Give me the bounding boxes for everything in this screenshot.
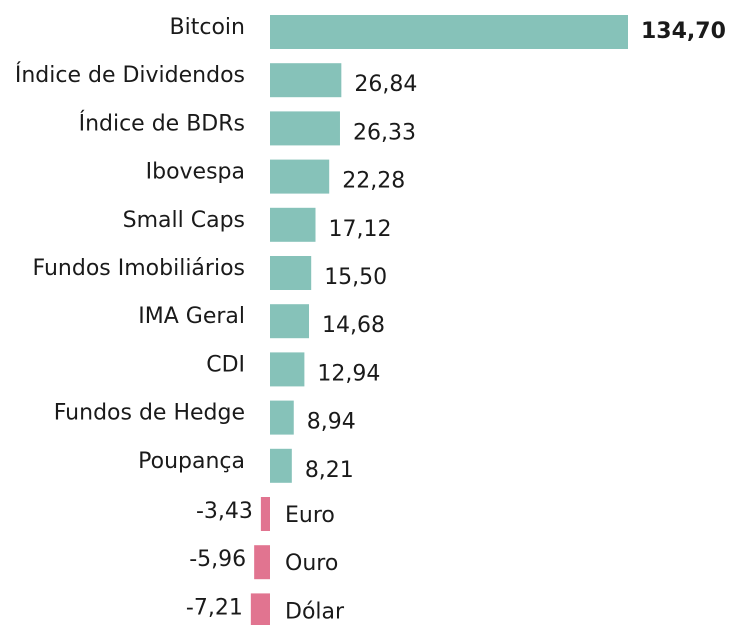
- value-label: -7,21: [186, 595, 243, 620]
- bar: [270, 352, 305, 387]
- bar: [250, 593, 270, 625]
- category-label: Bitcoin: [170, 15, 245, 40]
- bar: [270, 400, 294, 435]
- bar: [270, 207, 316, 242]
- bar: [270, 15, 628, 49]
- category-label: CDI: [206, 352, 245, 377]
- category-label: IMA Geral: [138, 304, 245, 329]
- value-label: 26,84: [354, 72, 417, 97]
- value-label: 15,50: [324, 265, 387, 290]
- category-label: Fundos de Hedge: [54, 401, 245, 426]
- value-label: 17,12: [329, 217, 392, 242]
- bar: [270, 63, 342, 98]
- category-label: Dólar: [285, 599, 345, 624]
- category-label: Euro: [285, 503, 335, 528]
- bar: [254, 545, 270, 580]
- value-label: 22,28: [342, 169, 405, 194]
- value-label: 26,33: [353, 120, 416, 145]
- category-label: Ouro: [285, 551, 338, 576]
- bar: [270, 304, 310, 339]
- bar: [270, 448, 292, 483]
- category-label: Ibovespa: [146, 160, 245, 185]
- value-label: -5,96: [189, 547, 246, 572]
- category-label: Fundos Imobiliários: [33, 256, 245, 281]
- value-label: 12,94: [317, 361, 380, 386]
- value-label: 8,21: [305, 458, 354, 483]
- category-label: Índice de Dividendos: [15, 62, 245, 88]
- bar: [270, 111, 340, 146]
- category-label: Small Caps: [123, 208, 245, 233]
- category-label: Índice de BDRs: [79, 110, 245, 136]
- bar: [260, 497, 270, 531]
- value-label: 8,94: [307, 410, 356, 435]
- category-label: Poupança: [138, 449, 245, 474]
- value-label: -3,43: [196, 499, 253, 524]
- bar: [270, 256, 312, 290]
- value-label: 14,68: [322, 313, 385, 338]
- bar: [270, 159, 330, 194]
- value-label: 134,70: [641, 19, 726, 44]
